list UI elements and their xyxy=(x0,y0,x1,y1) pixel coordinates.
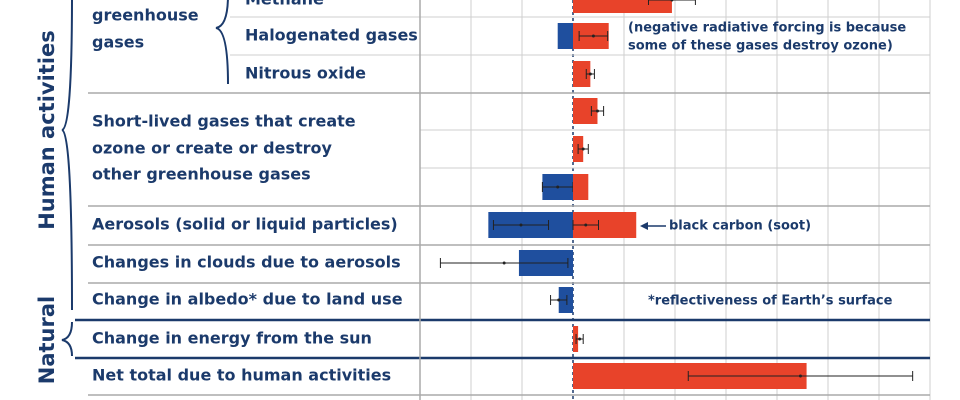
bar xyxy=(557,23,573,49)
annotation: (negative radiative forcing is because xyxy=(628,21,906,36)
bar xyxy=(573,0,672,13)
bar xyxy=(573,326,579,352)
error-center xyxy=(519,223,523,227)
error-center xyxy=(591,34,595,38)
error-center xyxy=(588,72,592,76)
row-label: Halogenated gases xyxy=(245,26,418,45)
row-label: Change in albedo* due to land use xyxy=(92,290,403,309)
annotation: *reflectiveness of Earth’s surface xyxy=(648,294,893,309)
group-label: Short-lived gases that create xyxy=(92,112,356,131)
error-center xyxy=(584,223,588,227)
row-label: Aerosols (solid or liquid particles) xyxy=(92,215,398,234)
row-label: Methane xyxy=(245,0,324,9)
brace xyxy=(61,0,73,311)
brace xyxy=(61,321,73,357)
row-label: Net total due to human activities xyxy=(92,366,391,385)
error-center xyxy=(670,0,674,2)
row-label: Change in energy from the sun xyxy=(92,329,372,348)
brace xyxy=(215,0,229,85)
error-center xyxy=(595,109,599,113)
grid xyxy=(75,0,931,400)
error-center xyxy=(798,374,802,378)
bar xyxy=(573,61,591,87)
group-label: Human activities xyxy=(35,30,59,230)
error-center xyxy=(581,147,585,151)
group-label: gases xyxy=(92,33,144,52)
group-label: Natural xyxy=(35,296,59,384)
bar xyxy=(573,174,589,200)
group-label: ozone or create or destroy xyxy=(92,139,332,158)
annotation: black carbon (soot) xyxy=(669,219,811,234)
error-center xyxy=(502,261,506,265)
row-label: Nitrous oxide xyxy=(245,64,366,83)
annotation: some of these gases destroy ozone) xyxy=(628,39,893,54)
error-center xyxy=(556,185,560,189)
error-center xyxy=(557,298,561,302)
arrow-head xyxy=(640,222,648,230)
error-center xyxy=(578,337,582,341)
group-label: other greenhouse gases xyxy=(92,165,311,184)
row-label: Changes in clouds due to aerosols xyxy=(92,253,401,272)
group-label: greenhouse xyxy=(92,6,199,25)
rows: Methane Halogenated gases Nitrous oxide Aer… xyxy=(92,0,914,389)
